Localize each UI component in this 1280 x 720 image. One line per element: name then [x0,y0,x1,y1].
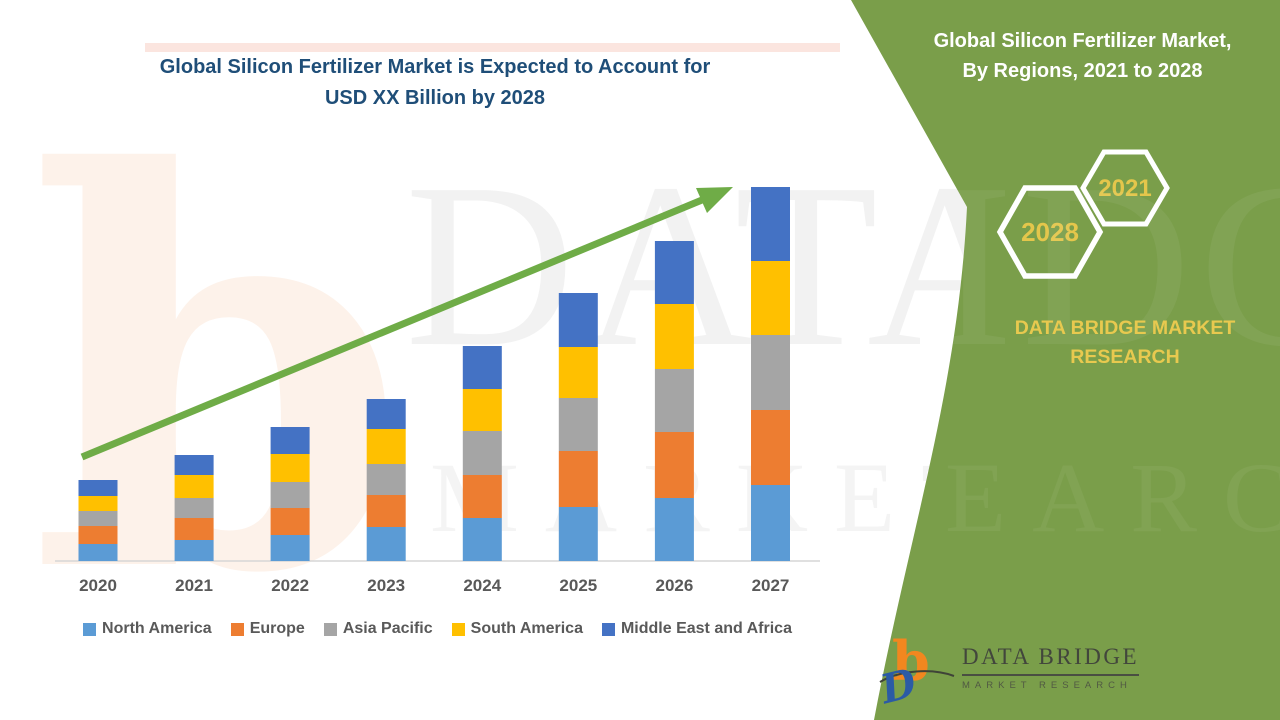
bar-segment-middle-east-and-africa-2027 [751,187,790,261]
chart-title-line2: USD XX Billion by 2028 [324,87,546,109]
bar-segment-europe-2023 [366,495,406,527]
hexagon-2028-label: 2028 [1021,217,1079,247]
bar-segment-south-america-2026 [654,304,694,369]
bar-segment-north-america-2020 [78,544,118,561]
legend-item-north-america: North America [83,620,212,638]
bar-segment-middle-east-and-africa-2024 [462,346,502,389]
bar-segment-south-america-2023 [366,429,406,464]
logo-swoosh [879,670,955,683]
bar-segment-north-america-2024 [462,518,502,561]
bar-segment-europe-2027 [751,410,790,485]
legend-swatch-icon [230,622,244,636]
x-axis-label-2027: 2027 [751,576,790,595]
legend-label: Europe [249,620,305,637]
logo-name: DATA BRIDGE [962,644,1140,676]
legend-swatch-icon [323,622,337,636]
panel-brand-line1: DATA BRIDGE MARKET [1014,317,1236,339]
legend-label: Middle East and Africa [620,620,792,637]
bar-segment-south-america-2022 [270,454,310,482]
bar-segment-middle-east-and-africa-2021 [174,455,214,475]
bars-group [78,187,790,561]
bar-segment-asia-pacific-2020 [78,511,118,526]
panel-brand-line2: RESEARCH [1070,346,1180,368]
bar-segment-south-america-2024 [462,389,502,431]
legend-swatch-icon [451,622,465,636]
bar-segment-north-america-2023 [366,527,406,561]
bar-segment-middle-east-and-africa-2023 [366,399,406,429]
x-axis-label-2026: 2026 [655,576,694,595]
x-axis-label-2020: 2020 [79,576,117,595]
legend-item-asia-pacific: Asia Pacific [323,620,433,638]
panel-brand-text: DATA BRIDGE MARKET RESEARCH [960,314,1280,372]
legend-swatch-icon [83,622,97,636]
green-side-panel [851,0,1280,720]
bar-segment-north-america-2021 [174,540,214,561]
x-axis-label-2022: 2022 [271,576,310,595]
logo-b-glyph: b [892,630,930,693]
bar-segment-asia-pacific-2023 [366,464,406,495]
panel-title-line2: By Regions, 2021 to 2028 [962,60,1203,82]
bar-segment-middle-east-and-africa-2020 [78,480,118,496]
databridge-logo-icon: b D [878,630,955,706]
bar-segment-asia-pacific-2022 [270,482,310,508]
logo-text-block: DATA BRIDGE MARKET RESEARCH [962,644,1140,691]
chart-title: Global Silicon Fertilizer Market is Expe… [0,52,870,114]
legend-swatch-icon [601,622,615,636]
bar-segment-asia-pacific-2021 [174,498,214,518]
trend-arrow-shaft [80,196,704,461]
bar-segment-north-america-2022 [270,535,310,561]
panel-title-line1: Global Silicon Fertilizer Market, [933,30,1232,52]
bar-segment-asia-pacific-2024 [462,431,502,475]
bar-segment-europe-2021 [174,518,214,540]
legend-label: South America [470,620,583,637]
bar-segment-europe-2025 [558,451,598,507]
bar-segment-asia-pacific-2026 [654,369,694,432]
bar-segment-south-america-2021 [174,475,214,498]
bar-segment-europe-2022 [270,508,310,535]
bar-segment-south-america-2025 [558,347,598,398]
bar-segment-north-america-2026 [654,498,694,561]
bar-segment-europe-2020 [78,526,118,544]
x-axis-label-2021: 2021 [175,576,213,595]
bar-segment-south-america-2020 [78,496,118,511]
logo-subtitle: MARKET RESEARCH [962,680,1132,691]
bar-segment-middle-east-and-africa-2022 [270,427,310,454]
bar-segment-europe-2026 [654,432,694,498]
hexagon-2028 [996,185,1104,279]
bar-segment-middle-east-and-africa-2026 [654,241,694,304]
legend-label: North America [102,620,212,637]
bar-segment-south-america-2027 [751,261,790,335]
hexagon-2021-label: 2021 [1098,175,1151,202]
chart-legend: North America Europe Asia Pacific South Ame… [0,620,875,638]
bar-segment-europe-2024 [462,475,502,518]
legend-item-south-america: South America [451,620,583,638]
databridge-logo: b D DATA BRIDGE MARKET RESEARCH [878,630,1218,714]
legend-item-middle-east-and-africa: Middle East and Africa [601,620,792,638]
hexagon-2021 [1080,149,1170,227]
x-axis-label-2025: 2025 [559,576,598,595]
trend-arrow-head [696,187,733,213]
chart-title-line1: Global Silicon Fertilizer Market is Expe… [159,56,711,78]
bar-segment-north-america-2027 [751,485,790,561]
legend-item-europe: Europe [230,620,305,638]
bar-segment-north-america-2025 [558,507,598,561]
legend-label: Asia Pacific [342,620,433,637]
bar-segment-asia-pacific-2025 [558,398,598,451]
x-axis-label-2024: 2024 [463,576,502,595]
panel-title: Global Silicon Fertilizer Market, By Reg… [890,26,1275,86]
bar-segment-asia-pacific-2027 [751,335,790,410]
x-axis-label-2023: 2023 [367,576,406,595]
bar-segment-middle-east-and-africa-2025 [558,293,598,347]
